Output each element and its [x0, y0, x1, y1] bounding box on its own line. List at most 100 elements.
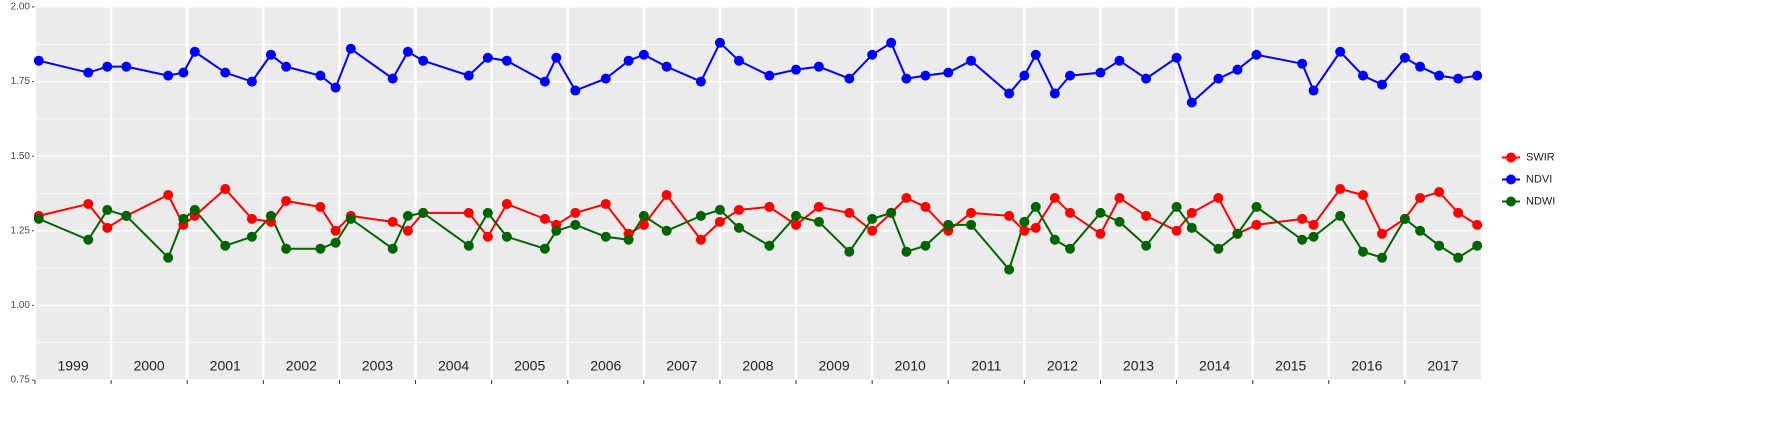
data-point	[638, 210, 649, 221]
year-label: 2001	[210, 358, 241, 374]
year-label: 2016	[1351, 358, 1382, 374]
data-point	[1415, 192, 1426, 203]
data-point	[661, 61, 672, 72]
data-point	[1141, 73, 1152, 84]
data-point	[551, 52, 562, 63]
data-point	[1308, 231, 1319, 242]
data-point	[387, 73, 398, 84]
data-point	[920, 240, 931, 251]
data-point	[387, 216, 398, 227]
data-point	[1232, 228, 1243, 239]
data-point	[281, 243, 292, 254]
data-point	[1095, 207, 1106, 218]
data-point	[1030, 49, 1041, 60]
data-point	[1171, 201, 1182, 212]
data-point	[1472, 240, 1483, 251]
legend-label: NDVI	[1526, 173, 1552, 185]
year-label: 2002	[286, 358, 317, 374]
data-point	[943, 219, 954, 230]
data-point	[33, 55, 44, 66]
data-point	[551, 225, 562, 236]
data-point	[1049, 192, 1060, 203]
data-point	[501, 198, 512, 209]
year-label: 2011	[971, 358, 1001, 374]
data-point	[1434, 240, 1445, 251]
data-point	[1186, 207, 1197, 218]
data-point	[1232, 64, 1243, 75]
data-point	[661, 189, 672, 200]
data-point	[1251, 49, 1262, 60]
data-point	[1049, 88, 1060, 99]
data-point	[1213, 73, 1224, 84]
legend-marker	[1506, 196, 1516, 207]
data-point	[1065, 70, 1076, 81]
data-point	[1297, 58, 1308, 69]
data-point	[220, 184, 231, 195]
data-point	[867, 225, 878, 236]
year-label: 2014	[1199, 358, 1230, 374]
data-point	[246, 231, 257, 242]
data-point	[330, 225, 341, 236]
data-point	[733, 222, 744, 233]
data-point	[501, 55, 512, 66]
data-point	[714, 204, 725, 215]
data-point	[966, 207, 977, 218]
data-point	[189, 46, 200, 57]
data-point	[163, 252, 174, 263]
data-point	[1171, 52, 1182, 63]
data-point	[695, 234, 706, 245]
data-point	[1065, 207, 1076, 218]
data-point	[539, 76, 550, 87]
data-point	[246, 76, 257, 87]
data-point	[1415, 225, 1426, 236]
data-point	[901, 246, 912, 257]
data-point	[570, 85, 581, 96]
data-point	[345, 213, 356, 224]
data-point	[1213, 243, 1224, 254]
data-point	[265, 210, 276, 221]
data-point	[1415, 61, 1426, 72]
data-point	[1358, 246, 1369, 257]
data-point	[102, 61, 113, 72]
data-point	[539, 243, 550, 254]
data-point	[1453, 207, 1464, 218]
data-point	[714, 216, 725, 227]
data-point	[1308, 85, 1319, 96]
data-point	[886, 207, 897, 218]
data-point	[966, 219, 977, 230]
data-point	[867, 213, 878, 224]
year-label: 2003	[362, 358, 393, 374]
data-point	[1251, 219, 1262, 230]
data-point	[315, 243, 326, 254]
data-point	[1251, 201, 1262, 212]
data-point	[901, 73, 912, 84]
data-point	[1377, 228, 1388, 239]
data-point	[463, 240, 474, 251]
year-label: 2004	[438, 358, 469, 374]
data-point	[102, 204, 113, 215]
data-point	[402, 210, 413, 221]
data-point	[402, 225, 413, 236]
data-point	[764, 70, 775, 81]
data-point	[1399, 213, 1410, 224]
data-point	[83, 67, 94, 78]
data-point	[102, 222, 113, 233]
data-point	[920, 201, 931, 212]
data-point	[482, 207, 493, 218]
data-point	[1030, 222, 1041, 233]
data-point	[1434, 70, 1445, 81]
data-point	[791, 64, 802, 75]
data-point	[600, 231, 611, 242]
data-point	[1004, 264, 1015, 275]
data-point	[501, 231, 512, 242]
data-point	[178, 67, 189, 78]
data-point	[1095, 67, 1106, 78]
data-point	[638, 49, 649, 60]
data-point	[1019, 225, 1030, 236]
data-point	[482, 52, 493, 63]
data-point	[1065, 243, 1076, 254]
data-point	[1335, 210, 1346, 221]
data-point	[189, 204, 200, 215]
data-point	[463, 207, 474, 218]
data-point	[1377, 252, 1388, 263]
